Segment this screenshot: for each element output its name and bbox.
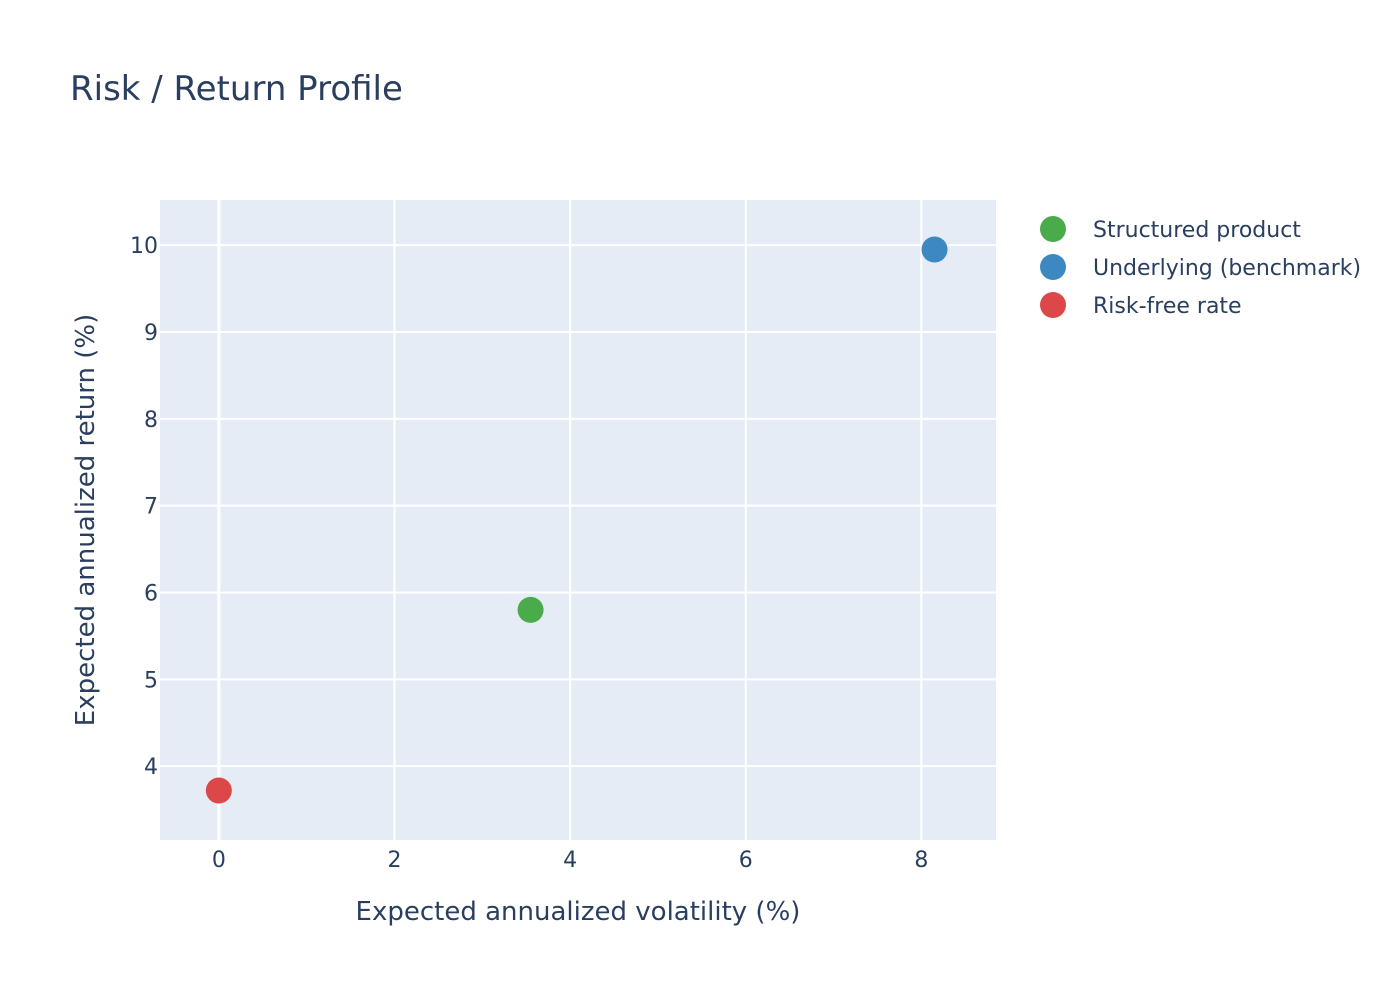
legend-item[interactable]: Underlying (benchmark) bbox=[1040, 254, 1361, 281]
legend-label: Risk-free rate bbox=[1093, 294, 1242, 319]
legend-label: Underlying (benchmark) bbox=[1093, 256, 1361, 281]
legend-item[interactable]: Structured product bbox=[1040, 216, 1301, 243]
x-tick-label: 4 bbox=[563, 848, 577, 873]
x-tick-label: 6 bbox=[739, 848, 753, 873]
x-tick-label: 0 bbox=[212, 848, 226, 873]
data-point[interactable] bbox=[921, 236, 948, 263]
tick-labels: 0 2 4 6 8 4 5 6 7 8 9 10 bbox=[130, 234, 928, 873]
data-point[interactable] bbox=[205, 777, 232, 804]
legend-marker bbox=[1040, 216, 1066, 242]
y-tick-label: 9 bbox=[144, 321, 158, 346]
legend-label: Structured product bbox=[1093, 218, 1301, 243]
legend[interactable]: Structured product Underlying (benchmark)… bbox=[1040, 216, 1361, 319]
x-axis-label: Expected annualized volatility (%) bbox=[356, 897, 801, 927]
data-points[interactable] bbox=[205, 236, 948, 804]
y-tick-label: 5 bbox=[144, 668, 158, 693]
grid-lines bbox=[160, 200, 996, 840]
legend-item[interactable]: Risk-free rate bbox=[1040, 292, 1242, 319]
x-tick-label: 8 bbox=[914, 848, 928, 873]
legend-marker bbox=[1040, 292, 1066, 318]
y-tick-label: 8 bbox=[144, 408, 158, 433]
x-tick-label: 2 bbox=[387, 848, 401, 873]
plot-area bbox=[160, 200, 996, 840]
y-tick-label: 4 bbox=[144, 755, 158, 780]
chart-title: Risk / Return Profile bbox=[70, 69, 403, 109]
y-tick-label: 7 bbox=[144, 495, 158, 520]
y-tick-label: 10 bbox=[130, 234, 158, 259]
y-tick-label: 6 bbox=[144, 582, 158, 607]
data-point[interactable] bbox=[517, 596, 544, 623]
legend-marker bbox=[1040, 254, 1066, 280]
y-axis-label: Expected annualized return (%) bbox=[71, 314, 101, 726]
